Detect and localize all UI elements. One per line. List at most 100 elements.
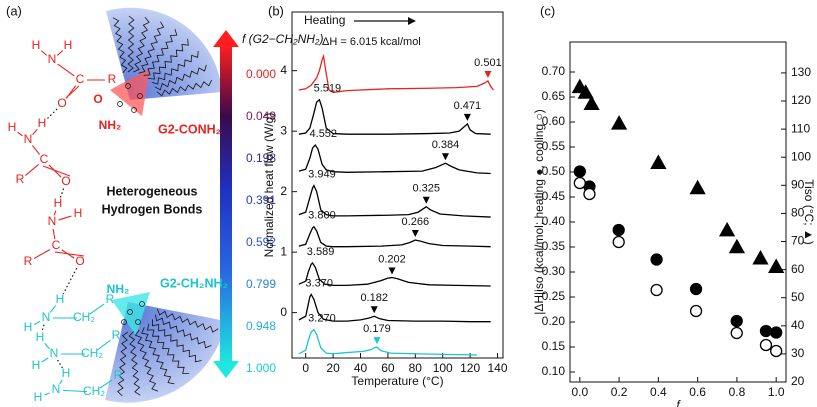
x-axis-label: f [676, 398, 681, 407]
iso-peak-label: 0.266 [402, 216, 430, 228]
alkyl-chain [156, 79, 212, 97]
triangle-marker [689, 179, 706, 195]
y-tick-label: 0.70 [542, 64, 566, 78]
peak-label: 3.370 [305, 277, 333, 289]
alkyl-chain [151, 50, 199, 85]
iso-peak-label: 0.179 [363, 323, 391, 335]
atom-label: H [32, 38, 41, 52]
heating-label: Heating [304, 13, 345, 27]
alkyl-chain [128, 331, 141, 396]
plot-frame [569, 41, 787, 383]
x-tick-label: 40 [354, 361, 368, 375]
core-label: O [93, 92, 102, 106]
x-tick-label: 0.6 [689, 385, 706, 399]
alkyl-chain [151, 319, 202, 363]
heat-flow-curve [298, 144, 491, 175]
heating-arrowhead [408, 17, 416, 25]
alkyl-chain [147, 323, 190, 374]
panel-label: (a) [6, 3, 22, 18]
triangle-marker [718, 221, 736, 237]
iso-peak-label: 0.471 [454, 100, 482, 112]
ring [139, 301, 145, 307]
y-tick-label: 0.60 [542, 114, 566, 128]
x-tick-label: 0 [302, 361, 309, 375]
alkyl-chain [112, 17, 128, 74]
ring [125, 83, 131, 89]
y-tick-label: 0.10 [542, 364, 566, 378]
x-tick-label: 120 [460, 361, 480, 375]
atom-label: CH₂ [81, 346, 103, 360]
atom-label: H [38, 116, 47, 130]
x-tick-label: 20 [326, 361, 340, 375]
peak-marker [463, 113, 471, 121]
alkyl-chain [141, 327, 175, 385]
bond [31, 145, 41, 155]
triangle-marker [610, 115, 628, 130]
peak-marker [370, 306, 378, 314]
atom-label: H [36, 330, 45, 344]
y-axis-label: Normalized heat flow (W/g) [262, 113, 276, 258]
peak-marker [441, 153, 449, 161]
colorbar-arrow [213, 30, 239, 47]
iso-peak-label: 0.325 [413, 183, 441, 195]
triangle-marker [752, 250, 769, 265]
bond [44, 392, 50, 396]
colorbar [220, 46, 232, 362]
ring [131, 107, 137, 113]
atom-label: N [48, 214, 57, 228]
core-label: NH₂ [107, 282, 130, 296]
bond [58, 215, 72, 221]
alkyl-chain [156, 308, 219, 333]
y-tick-label: 2 [280, 184, 287, 198]
bond [42, 165, 71, 177]
triangle-marker [650, 154, 667, 169]
peak-marker [484, 70, 492, 78]
ring [137, 93, 143, 99]
ring [117, 101, 123, 107]
bond [54, 251, 85, 257]
x-tick-label: 0.8 [729, 385, 746, 399]
peak-marker [411, 230, 419, 238]
dendron-label: G2-CONH₂ [158, 122, 221, 136]
atom-label: H [56, 292, 65, 306]
bond [40, 50, 48, 56]
plot-frame [291, 11, 504, 359]
atom-label: H [62, 366, 71, 380]
dendron-core-top [110, 68, 150, 116]
triangle-marker [577, 84, 594, 99]
y-tick-label: 0 [280, 305, 287, 319]
y2-tick-label: 40 [791, 318, 805, 332]
x-axis-label: Temperature (°C) [351, 374, 443, 388]
colorbar-label: 0.049 [246, 109, 276, 123]
peak-marker [388, 267, 396, 275]
hydrogen-bond [41, 324, 45, 332]
colorbar-label: 0.000 [246, 67, 276, 81]
y-tick-label: 1 [280, 244, 287, 258]
circle-marker [573, 176, 586, 190]
peak-label: 3.949 [308, 169, 336, 181]
x-tick-label: 100 [433, 361, 453, 375]
y2-tick-label: 80 [791, 206, 805, 220]
alkyl-chain [138, 21, 165, 74]
bond [57, 63, 75, 77]
x-tick-label: 140 [488, 361, 508, 375]
circle-marker [689, 282, 703, 296]
circle-marker [650, 253, 663, 266]
iso-peak-label: 0.202 [378, 253, 406, 265]
bond [52, 228, 56, 240]
x-tick-label: 1.0 [768, 385, 785, 399]
atom-label: R [106, 292, 115, 306]
enthalpy-annotation: ΔH = 6.015 kcal/mol [322, 36, 421, 48]
panel-label: (b) [268, 3, 284, 18]
heat-flow-curve [298, 53, 494, 94]
atom-label: O [75, 254, 84, 268]
atom-label: R [112, 328, 121, 342]
y2-tick-label: 60 [791, 262, 805, 276]
atom-label: H [54, 196, 63, 210]
alkyl-chain [147, 38, 189, 80]
atom-label: H [24, 320, 33, 334]
atom-label: CH₂ [73, 310, 95, 324]
circle-marker [583, 187, 596, 201]
bond [33, 248, 51, 260]
